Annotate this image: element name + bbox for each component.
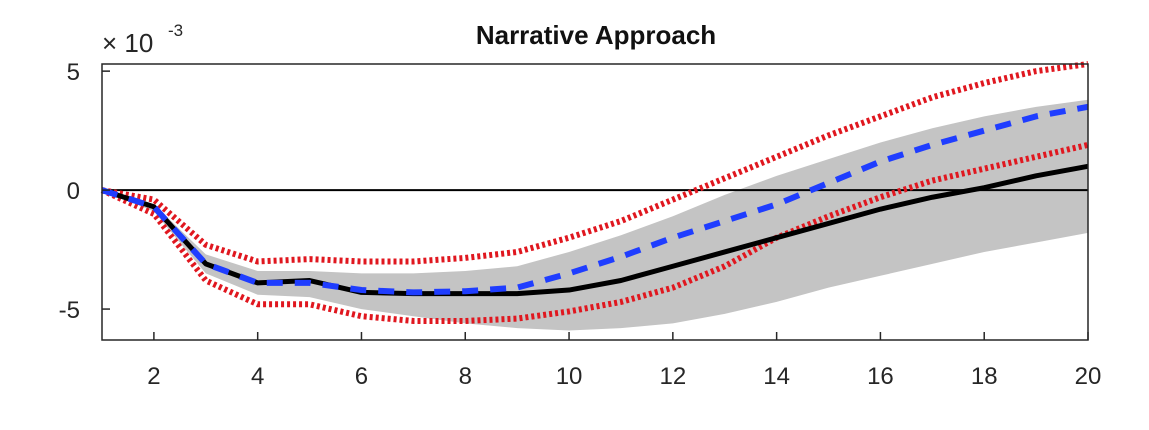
- x-tick-label: 18: [971, 363, 998, 390]
- x-tick-label: 12: [659, 363, 686, 390]
- confidence-band: [102, 99, 1088, 331]
- x-tick-label: 8: [459, 363, 472, 390]
- y-tick-label: 0: [67, 178, 80, 205]
- y-tick-label: -5: [59, 297, 80, 324]
- x-tick-label: 14: [763, 363, 790, 390]
- chart-title: Narrative Approach: [476, 20, 716, 50]
- y-multiplier-exponent: -3: [168, 21, 183, 40]
- y-multiplier-base: × 10: [102, 28, 153, 58]
- series-line-solid-0: [101, 163, 1089, 297]
- series-line-dashed-1: [101, 103, 1089, 296]
- axes-box: [101, 63, 1089, 341]
- tick-layer: 2 4 6 8 10 12 14 16 18 20 5 0 -5: [59, 59, 1102, 390]
- confidence-band-layer: [102, 99, 1088, 331]
- x-tick-label: 6: [355, 363, 368, 390]
- y-tick-label: 5: [67, 59, 80, 86]
- x-tick-label: 2: [147, 363, 160, 390]
- series-line-dotted-2: [101, 61, 1089, 265]
- x-tick-label: 20: [1075, 363, 1102, 390]
- series-line-dotted-3: [100, 141, 1089, 324]
- x-tick-label: 10: [556, 363, 583, 390]
- x-tick-label: 16: [867, 363, 894, 390]
- x-tick-label: 4: [251, 363, 264, 390]
- series-layer: [100, 61, 1089, 324]
